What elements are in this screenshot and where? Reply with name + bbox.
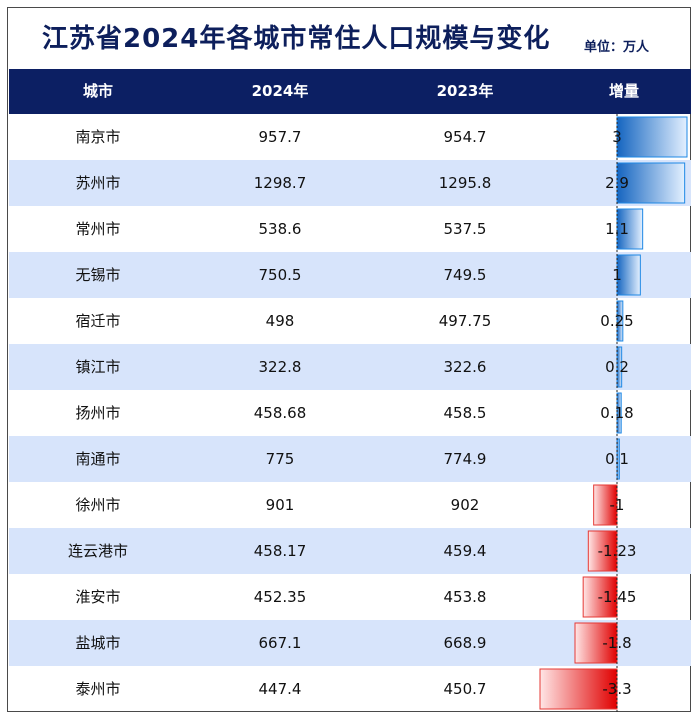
value-2024-cell: 1298.7 — [253, 174, 307, 192]
value-2023-cell: 459.4 — [443, 542, 487, 560]
value-2023-cell: 450.7 — [443, 680, 487, 698]
header-2024: 2024年 — [251, 82, 309, 100]
city-cell: 宿迁市 — [75, 312, 121, 330]
value-2024-cell: 458.17 — [253, 542, 307, 560]
table-row: 盐城市 667.1 668.9 — [9, 620, 691, 666]
city-cell: 徐州市 — [75, 496, 121, 514]
table-header: 城市 2024年 2023年 增量 — [9, 69, 691, 114]
value-2023-cell: 453.8 — [443, 588, 487, 606]
header-2023: 2023年 — [436, 82, 494, 100]
header-city: 城市 — [82, 82, 113, 100]
city-cell: 南通市 — [75, 450, 121, 468]
value-2023-cell: 322.6 — [443, 358, 487, 376]
table-row: 淮安市 452.35 453.8 — [9, 574, 691, 620]
table-row: 扬州市 458.68 458.5 — [9, 390, 691, 436]
value-2024-cell: 901 — [265, 496, 295, 514]
value-2024-cell: 538.6 — [258, 220, 302, 238]
page-title: 江苏省2024年各城市常住人口规模与变化 — [42, 24, 551, 54]
value-2024-cell: 667.1 — [258, 634, 302, 652]
city-cell: 苏州市 — [75, 174, 121, 192]
city-cell: 南京市 — [75, 128, 121, 146]
table-row: 南京市 957.7 954.7 — [9, 114, 691, 160]
value-2024-cell: 447.4 — [258, 680, 302, 698]
value-2024-cell: 322.8 — [258, 358, 302, 376]
value-2023-cell: 1295.8 — [438, 174, 492, 192]
value-2024-cell: 452.35 — [253, 588, 307, 606]
unit-label: 单位：万人 — [584, 40, 650, 55]
table-row: 泰州市 447.4 450.7 — [9, 666, 691, 712]
value-2023-cell: 774.9 — [443, 450, 487, 468]
table-row: 南通市 775 774.9 — [9, 436, 691, 482]
value-2024-cell: 957.7 — [258, 128, 302, 146]
header-delta: 增量 — [608, 82, 639, 100]
table-row: 无锡市 750.5 749.5 — [9, 252, 691, 298]
value-2024-cell: 775 — [265, 450, 295, 468]
table-row: 镇江市 322.8 322.6 — [9, 344, 691, 390]
value-2023-cell: 954.7 — [443, 128, 487, 146]
value-2023-cell: 458.5 — [443, 404, 487, 422]
city-cell: 淮安市 — [75, 588, 121, 606]
table-row: 苏州市 1298.7 1295.8 — [9, 160, 691, 206]
table-row: 连云港市 458.17 459.4 — [9, 528, 691, 574]
value-2023-cell: 668.9 — [443, 634, 487, 652]
city-cell: 镇江市 — [75, 358, 121, 376]
value-2024-cell: 750.5 — [258, 266, 302, 284]
city-cell: 无锡市 — [75, 266, 121, 284]
city-cell: 泰州市 — [75, 680, 121, 698]
table-row: 常州市 538.6 537.5 — [9, 206, 691, 252]
value-2024-cell: 498 — [265, 312, 295, 330]
city-cell: 盐城市 — [75, 634, 121, 652]
city-cell: 连云港市 — [67, 542, 128, 560]
table-row: 徐州市 901 902 — [9, 482, 691, 528]
table-row: 宿迁市 498 497.75 — [9, 298, 691, 344]
city-cell: 常州市 — [75, 220, 121, 238]
value-2023-cell: 537.5 — [443, 220, 487, 238]
value-2023-cell: 902 — [450, 496, 480, 514]
value-2024-cell: 458.68 — [253, 404, 307, 422]
city-cell: 扬州市 — [75, 404, 121, 422]
value-2023-cell: 749.5 — [443, 266, 487, 284]
value-2023-cell: 497.75 — [438, 312, 492, 330]
